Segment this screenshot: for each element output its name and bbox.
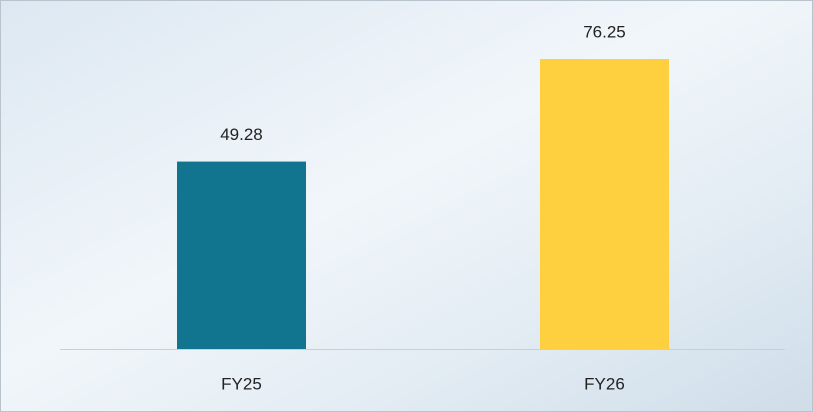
x-tick-label: FY25 xyxy=(221,374,262,393)
data-label: 49.28 xyxy=(220,125,263,144)
x-tick-label: FY26 xyxy=(584,374,625,393)
bar xyxy=(540,59,669,349)
bar xyxy=(177,161,306,349)
data-label: 76.25 xyxy=(583,22,626,41)
